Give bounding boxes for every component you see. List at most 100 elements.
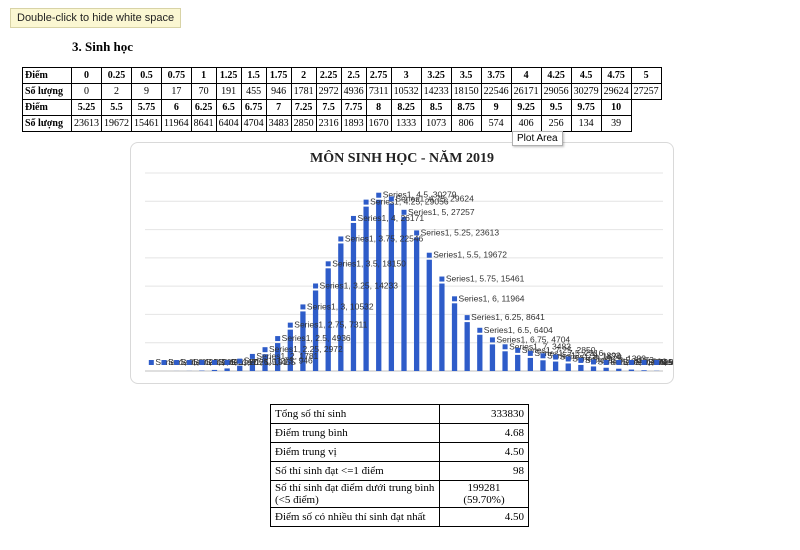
score-table-cell: 10532 <box>390 83 422 100</box>
data-label-marker <box>224 360 230 365</box>
stats-value-main: 333830 <box>491 408 524 420</box>
chart-bar[interactable] <box>628 369 635 371</box>
score-table-cell: 17 <box>161 83 192 100</box>
score-table-cell: 3 <box>390 67 422 84</box>
score-table-row-label: Số lượng <box>22 83 72 100</box>
chart-bar[interactable] <box>565 363 571 371</box>
score-table-cell: 22546 <box>480 83 512 100</box>
score-table-cell: 7 <box>265 99 292 116</box>
data-label-marker <box>148 360 154 365</box>
data-label: Series1, 0.5, 9 <box>181 357 236 367</box>
score-table-row: Số lượng 0 2 9 17 70 191 455 946 1781 2972 4936 7311… <box>22 83 662 100</box>
stats-row: Số thí sinh đạt điểm dưới trung bình (<5… <box>270 480 529 508</box>
stats-value: 4.50 <box>439 442 529 462</box>
score-table-row: Số lượng 23613 19672 15461 11964 8641 6404 4704… <box>22 115 662 132</box>
data-label-marker <box>464 315 470 321</box>
chart-bar[interactable] <box>477 334 483 371</box>
stats-row: Số thí sinh đạt <=1 điểm 98 <box>270 461 529 481</box>
chart-bar[interactable] <box>300 311 306 371</box>
data-label: Series1, 10, 39 <box>661 357 673 367</box>
chart-bar[interactable] <box>540 360 546 371</box>
score-table-cell: 4.5 <box>570 67 602 84</box>
data-label: Series1, 5, 27257 <box>408 207 475 217</box>
chart-bar[interactable] <box>451 303 458 371</box>
score-table-cell: 8.75 <box>450 99 482 116</box>
chart-bar[interactable] <box>426 259 432 371</box>
stats-value-main: 4.50 <box>504 446 524 458</box>
score-table-cell: 2 <box>101 83 132 100</box>
chart-bar[interactable] <box>515 354 521 371</box>
data-label: Series1, 5.25, 23613 <box>421 227 500 237</box>
summary-stats-table: Tổng số thí sinh 333830 Điểm trung bình 4.6… <box>270 404 529 527</box>
chart-bar[interactable] <box>211 369 218 371</box>
chart-container[interactable]: MÔN SINH HỌC - NĂM 2019 Series1, 0, 0 Seri… <box>130 142 674 384</box>
score-table-cell: 10 <box>600 99 632 116</box>
chart-bar[interactable] <box>249 360 256 371</box>
stats-value: 333830 <box>439 404 529 424</box>
chart-bar[interactable] <box>363 206 369 371</box>
score-table-cell: 7.75 <box>340 99 367 116</box>
data-label-marker <box>641 360 647 365</box>
score-table-cell: 6.75 <box>240 99 267 116</box>
data-label: Series1, 4.25, 29056 <box>370 197 449 207</box>
score-table-cell: 4.25 <box>540 67 572 84</box>
score-table-cell: 1.5 <box>240 67 267 84</box>
chart-bar[interactable] <box>224 368 230 371</box>
chart-bar[interactable] <box>489 344 496 371</box>
chart-bar[interactable] <box>275 343 281 371</box>
score-table-cell: 29624 <box>600 83 632 100</box>
section-heading: 3. Sinh học <box>72 39 134 54</box>
stats-value: 98 <box>439 461 529 481</box>
data-label: Series1, 8.25, 1333 <box>572 353 646 363</box>
chart-title: MÔN SINH HỌC - NĂM 2019 <box>310 149 494 166</box>
chart-bar[interactable] <box>350 222 357 371</box>
score-table-cell: 7.25 <box>290 99 317 116</box>
data-label-marker <box>515 347 521 353</box>
score-table-cell: 23613 <box>71 115 102 132</box>
data-label: Series1, 4.5, 30279 <box>383 190 457 200</box>
score-table-cell: 0.75 <box>161 67 192 84</box>
data-label: Series1, 7.75, 1893 <box>547 350 621 360</box>
score-table-cell: 3.75 <box>480 67 512 84</box>
score-table-cell: 8.5 <box>420 99 452 116</box>
chart-bar[interactable] <box>578 364 584 371</box>
data-label: Series1, 1.25, 191 <box>218 357 287 367</box>
chart-bar[interactable] <box>439 283 445 371</box>
chart-bar[interactable] <box>603 367 609 371</box>
chart-bar[interactable] <box>502 351 508 371</box>
score-table-cell: 0.5 <box>131 67 162 84</box>
chart-bar[interactable] <box>641 370 647 371</box>
score-table-cell: 9.5 <box>540 99 572 116</box>
chart-bar[interactable] <box>388 203 395 371</box>
data-label: Series1, 2.5, 4936 <box>282 333 351 343</box>
chart-bar[interactable] <box>616 368 622 371</box>
score-table-cell: 455 <box>240 83 267 100</box>
chart-bar[interactable] <box>413 237 420 371</box>
chart-bar[interactable] <box>401 216 407 371</box>
chart-bar[interactable] <box>262 354 268 371</box>
data-label: Series1, 1.5, 455 <box>231 357 296 367</box>
data-label: Series1, 3.25, 14233 <box>320 280 399 290</box>
data-label-marker <box>338 236 344 242</box>
data-label: Series1, 4.75, 29624 <box>395 193 474 203</box>
data-label: Series1, 6, 11964 <box>459 293 525 303</box>
score-table-cell: 1893 <box>340 115 367 132</box>
chart-bar[interactable] <box>237 365 243 371</box>
data-label: Series1, 9.25, 406 <box>623 357 673 367</box>
chart-bar[interactable] <box>338 243 344 371</box>
chart-bar[interactable] <box>376 199 382 371</box>
data-label-marker <box>287 322 293 328</box>
score-table-cell: 191 <box>215 83 242 100</box>
stats-label: Điểm số có nhiều thí sinh đạt nhất <box>270 507 440 527</box>
chart-bar[interactable] <box>552 361 559 371</box>
chart-bar[interactable] <box>590 366 597 371</box>
chart-bar[interactable] <box>464 322 470 371</box>
chart-bar[interactable] <box>287 329 293 371</box>
chart-bar[interactable] <box>527 357 533 371</box>
score-distribution-table: Điểm 0 0.25 0.5 0.75 1 1.25 1.5 1.75 2 2.25 2.5 2.75… <box>22 67 662 132</box>
score-table-cell: 1.25 <box>215 67 242 84</box>
score-table-cell: 1781 <box>290 83 317 100</box>
chart-bar[interactable] <box>325 268 331 371</box>
chart-bar[interactable] <box>312 290 319 371</box>
